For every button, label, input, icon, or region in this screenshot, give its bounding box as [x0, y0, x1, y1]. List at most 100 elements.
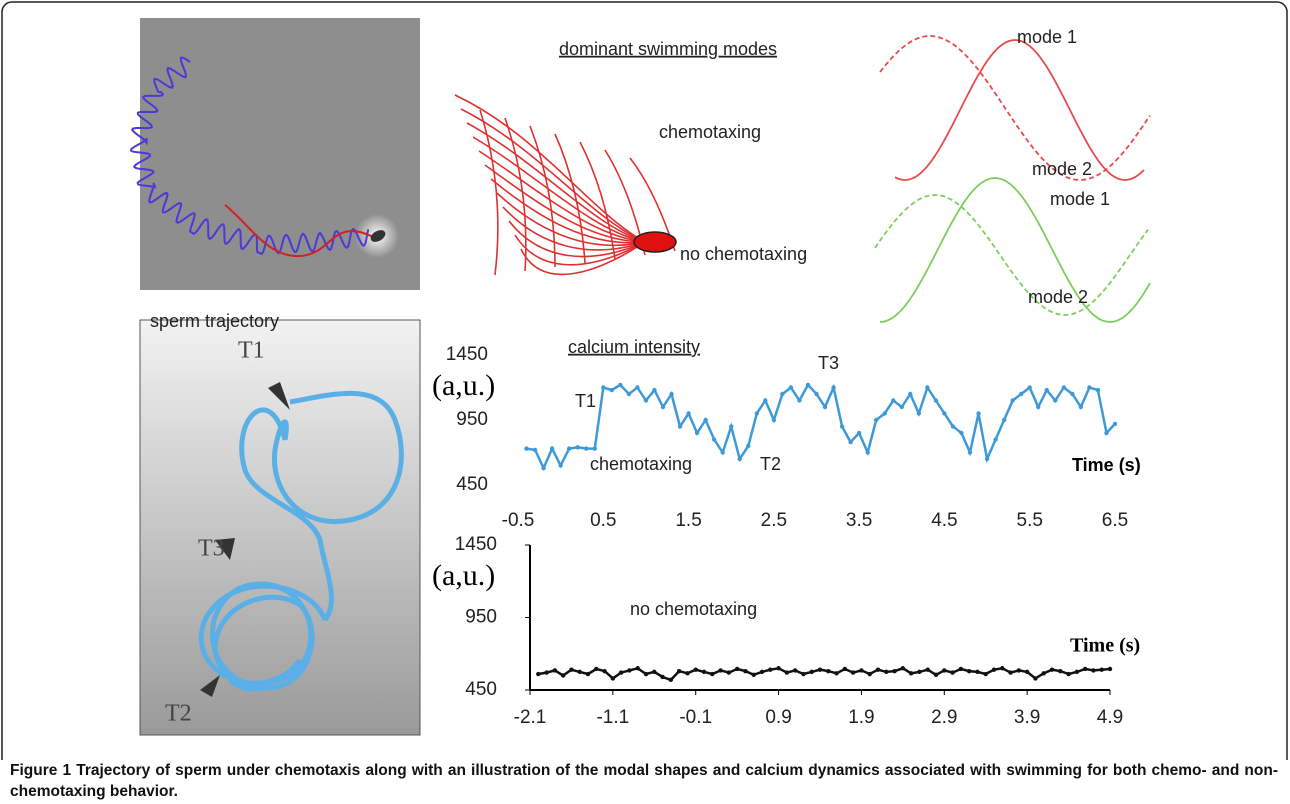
data-point: [925, 667, 930, 672]
mode-curve: [496, 192, 646, 247]
mode-curve: [502, 206, 646, 251]
data-point: [792, 668, 798, 673]
data-line: [526, 382, 1116, 472]
data-point: [552, 668, 558, 673]
data-point: [549, 446, 555, 451]
data-point: [536, 671, 541, 677]
data-point: [1008, 670, 1013, 675]
data-point: [826, 668, 831, 674]
y-tick-label: 450: [465, 679, 497, 700]
y-tick-label: 950: [465, 607, 497, 628]
data-point: [569, 667, 574, 672]
data-point: [1010, 398, 1015, 403]
data-point: [1027, 385, 1032, 390]
mode-curve: [454, 94, 646, 243]
x-tick-label: 1.5: [675, 510, 701, 531]
data-point: [993, 437, 998, 442]
data-point: [958, 666, 964, 672]
data-point: [669, 391, 674, 397]
panel-label: sperm trajectory: [150, 311, 279, 331]
data-point: [677, 424, 683, 429]
data-point: [560, 673, 566, 678]
data-point: [1044, 387, 1049, 393]
data-point: [976, 411, 981, 416]
data-point: [908, 671, 914, 676]
panel-label: chemotaxing: [659, 122, 761, 142]
mode-curve: [466, 122, 646, 243]
data-point: [959, 430, 964, 436]
mode-curve: [879, 177, 1151, 323]
caption-text: Trajectory of sperm under chemotaxis alo…: [10, 762, 1278, 800]
data-point: [917, 669, 922, 675]
x-tick-label: 6.5: [1102, 510, 1128, 531]
data-point: [797, 398, 802, 403]
data-point: [848, 439, 853, 445]
mode-curve: [460, 108, 646, 243]
mode-label: mode 2: [1028, 287, 1088, 307]
data-point: [575, 445, 580, 450]
data-point: [1082, 666, 1088, 672]
data-point: [643, 398, 649, 403]
marker-arrow: [215, 538, 235, 560]
data-point: [933, 672, 939, 677]
data-point: [660, 674, 665, 680]
data-point: [541, 465, 546, 471]
data-point: [884, 669, 889, 675]
data-point: [966, 668, 972, 674]
x-tick-label: -0.1: [679, 707, 712, 728]
data-point: [1053, 398, 1058, 403]
marker-arrow: [200, 675, 220, 697]
mode-curve: [520, 241, 646, 276]
data-point: [759, 669, 765, 675]
data-point: [602, 668, 607, 674]
data-point: [1091, 668, 1096, 673]
blue-trajectory: [129, 56, 370, 255]
data-point: [1024, 669, 1030, 675]
annotation: T2: [760, 454, 781, 474]
data-point: [1104, 430, 1109, 436]
panel-label: no chemotaxing: [680, 244, 807, 264]
x-tick-label: -2.1: [514, 707, 547, 728]
data-point: [594, 666, 599, 672]
data-point: [737, 456, 742, 462]
data-point: [916, 411, 922, 416]
mode-fan: [454, 94, 676, 276]
data-point: [743, 668, 748, 674]
x-tick-label: 3.5: [846, 510, 872, 531]
data-point: [718, 668, 723, 673]
mode-curve: [879, 35, 1151, 181]
data-point: [711, 437, 717, 442]
data-point: [814, 391, 819, 397]
data-point: [685, 671, 690, 676]
red-trajectory: [224, 204, 379, 258]
sperm-head: [370, 230, 386, 242]
annotation: T3: [818, 353, 839, 373]
panel-label: dominant swimming modes: [559, 39, 777, 59]
data-point: [867, 671, 872, 677]
data-point: [817, 667, 823, 672]
data-point: [834, 671, 839, 676]
y-tick-label: 450: [456, 474, 488, 495]
data-point: [874, 417, 879, 423]
data-point: [609, 387, 615, 393]
data-point: [676, 668, 682, 674]
mode-curve: [490, 178, 646, 244]
mode-curve: [529, 125, 556, 268]
data-point: [693, 667, 698, 672]
data-point: [771, 417, 777, 423]
y-axis-label: (a,u.): [432, 559, 495, 592]
data-point: [660, 404, 666, 410]
data-point: [942, 668, 947, 673]
data-point: [601, 385, 606, 390]
x-tick-label: 2.9: [931, 707, 957, 728]
data-point: [703, 417, 708, 423]
data-point: [626, 391, 632, 397]
data-point: [967, 450, 973, 455]
data-point: [975, 669, 980, 675]
data-point: [780, 391, 785, 397]
x-axis-label: Time (s): [1072, 455, 1141, 475]
mode-curve: [874, 194, 1149, 316]
data-line: [538, 666, 1111, 682]
data-point: [1016, 668, 1022, 673]
data-point: [768, 667, 773, 672]
